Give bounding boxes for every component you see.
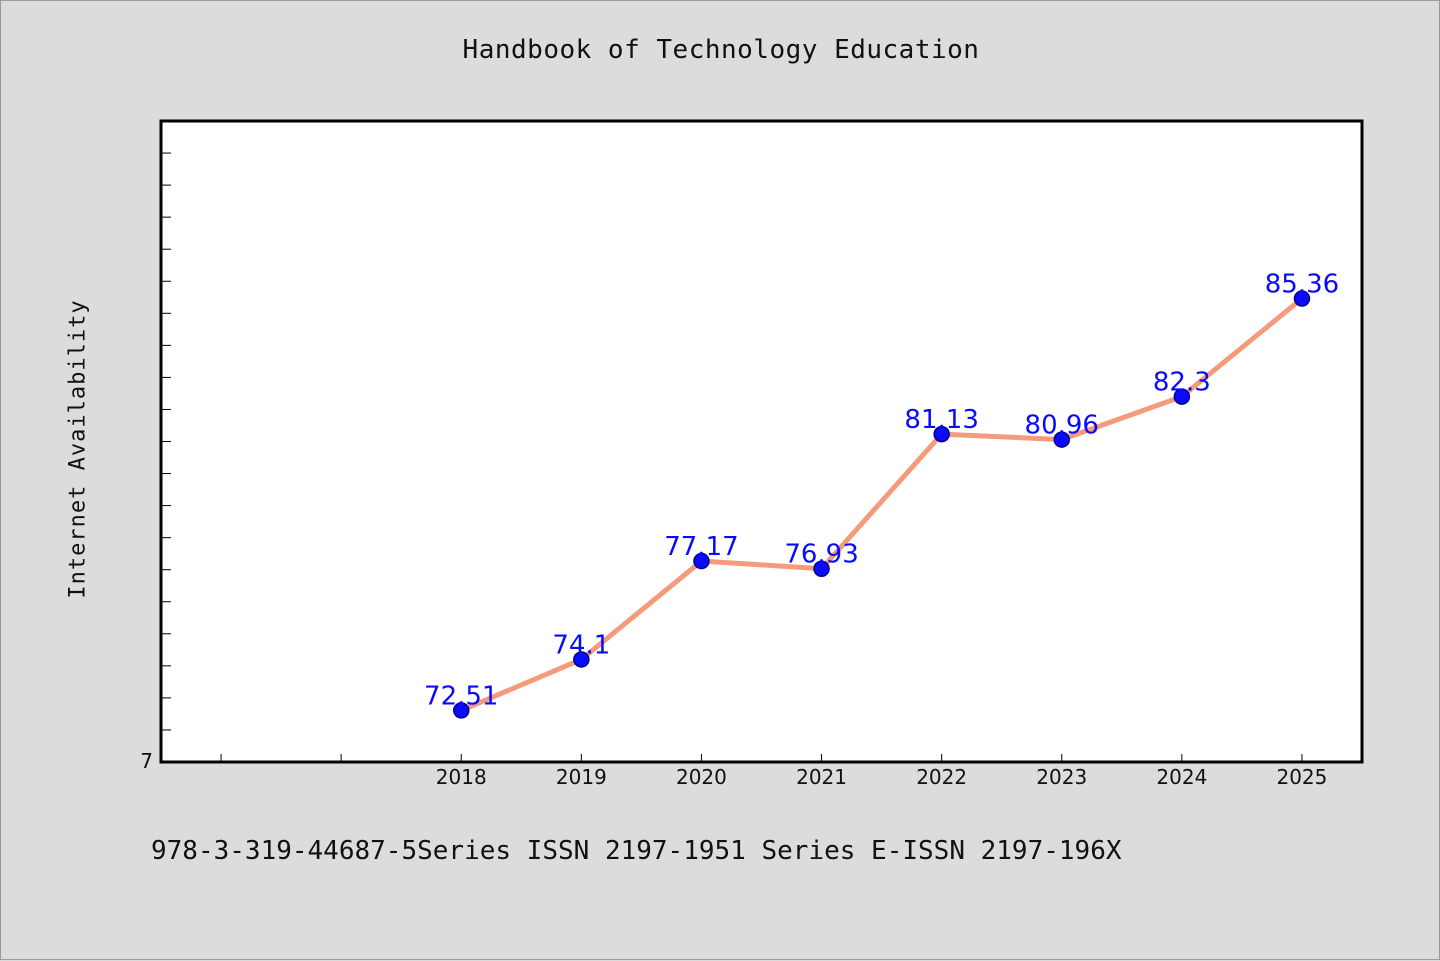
x-tick-label: 2021: [796, 765, 847, 789]
data-point: [1293, 290, 1311, 307]
x-tick-label: 2020: [676, 765, 727, 789]
y-tick-label: 7: [140, 749, 153, 773]
data-point: [573, 651, 590, 668]
data-label: 77.17: [664, 532, 738, 562]
data-point: [1173, 388, 1191, 405]
footer-isbn-text: 978-3-319-44687-5Series ISSN 2197-1951 S…: [151, 836, 1122, 866]
x-tick-label: 2019: [556, 765, 607, 789]
data-point: [453, 702, 470, 719]
data-label: 72.51: [424, 681, 498, 711]
data-labels: 72.51 74.1 77.17 76.93 81.13 80.96 82.3 85.36: [424, 270, 1339, 712]
series-lines: [458, 296, 1305, 713]
data-label: 82.3: [1153, 368, 1211, 398]
x-tick-label: 2018: [436, 765, 487, 789]
chart-title: Handbook of Technology Education: [462, 35, 980, 65]
x-tick-label: 2025: [1276, 765, 1327, 789]
data-label: 76.93: [784, 540, 858, 570]
y-axis-ticks: 7: [140, 152, 171, 773]
data-point: [813, 560, 830, 577]
data-point: [933, 425, 950, 443]
data-point: [693, 552, 710, 570]
series-line: [458, 296, 1305, 713]
data-label: 80.96: [1025, 411, 1099, 441]
data-point: [1053, 431, 1070, 448]
x-tick-label: 2024: [1156, 765, 1207, 789]
x-tick-label: 2023: [1036, 765, 1087, 789]
data-label: 85.36: [1265, 270, 1339, 300]
data-markers: [453, 290, 1311, 719]
data-label: 74.1: [552, 630, 610, 660]
plot-area: [159, 119, 1364, 764]
data-label: 81.13: [904, 405, 978, 435]
x-axis-ticks: 2018 2019 2020 2021 2022 2023 2024 2025: [220, 754, 1327, 789]
x-tick-label: 2022: [916, 765, 967, 789]
